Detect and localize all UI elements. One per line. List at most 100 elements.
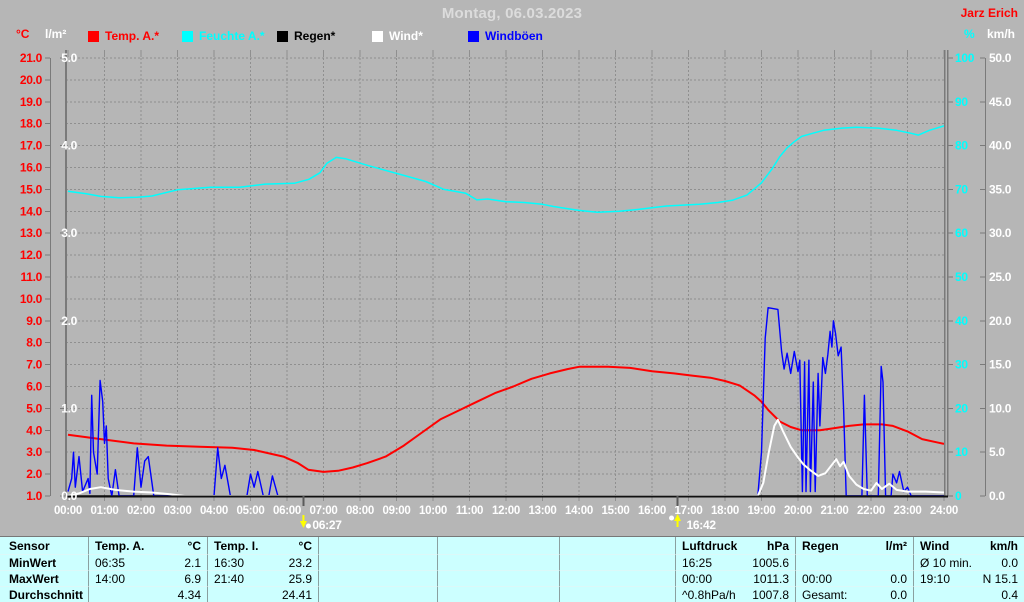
svg-text:20:00: 20:00 [784,505,812,517]
table-cell: 4.34 [88,587,207,602]
svg-text:11.0: 11.0 [21,270,43,284]
svg-text:3.0: 3.0 [26,445,42,459]
series-temp [67,365,945,473]
svg-text:50.0: 50.0 [989,51,1012,65]
svg-text:1.0: 1.0 [26,489,42,503]
svg-text:15.0: 15.0 [989,358,1012,372]
svg-text:5.0: 5.0 [61,51,77,65]
svg-text:30: 30 [955,358,968,372]
table-cell [318,587,437,602]
table-row-label: MinWert [0,555,88,571]
svg-text:2.0: 2.0 [26,467,42,481]
svg-text:100: 100 [955,51,975,65]
svg-text:12:00: 12:00 [492,505,520,517]
svg-text:10:00: 10:00 [419,505,447,517]
svg-text:18.0: 18.0 [20,117,43,131]
svg-text:40.0: 40.0 [989,139,1012,153]
svg-text:35.0: 35.0 [989,182,1012,196]
svg-text:20: 20 [955,401,968,415]
table-cell [559,587,675,602]
svg-text:20.0: 20.0 [20,73,43,87]
svg-text:18:00: 18:00 [711,505,739,517]
table-cell [318,571,437,587]
svg-text:05:00: 05:00 [237,505,265,517]
legend-swatch-wind-icon [372,30,383,42]
table-cell: 00:00 1011.3 [675,571,795,587]
svg-text:15.0: 15.0 [20,182,43,196]
svg-text:21.0: 21.0 [20,51,43,65]
series-humidity [67,125,945,213]
svg-text:4.0: 4.0 [26,423,42,437]
svg-text:60: 60 [955,226,968,240]
table-cell [559,571,675,587]
svg-text:09:00: 09:00 [383,505,411,517]
svg-text:80: 80 [955,139,968,153]
svg-text:17.0: 17.0 [20,139,43,153]
svg-text:19:00: 19:00 [748,505,776,517]
svg-text:12.0: 12.0 [20,248,43,262]
legend-label: Regen* [294,29,336,43]
svg-text:16:00: 16:00 [638,505,666,517]
legend-label: Windböen [485,29,543,43]
table-cell: 21:40 25.9 [207,571,318,587]
svg-text:40: 40 [955,314,968,328]
svg-text:9.0: 9.0 [26,314,42,328]
table-cell: 14:00 6.9 [88,571,207,587]
svg-text:0: 0 [955,489,962,503]
legend-swatch-windboeen-icon [468,30,479,42]
svg-text:90: 90 [955,95,968,109]
weather-chart: 21.0 20.0 19.0 18.0 17.0 16.0 15.0 14.0 13.0 12.0… [20,50,1012,532]
table-cell: Ø 10 min. 0.0 [913,555,1024,571]
svg-text:10: 10 [955,445,968,459]
stats-table: Sensor Temp. A. °C Temp. I. °C Luftdruck hPa Re… [0,536,1024,602]
axis-unit-rain: l/m² [45,27,67,41]
table-col-header: Regen l/m² [795,537,913,555]
svg-text:4.0: 4.0 [61,139,77,153]
svg-text:15:00: 15:00 [602,505,630,517]
svg-text:0.0: 0.0 [61,489,77,503]
sunset-marker [669,514,682,527]
svg-text:10.0: 10.0 [989,401,1012,415]
table-col-header: Luftdruck hPa [675,537,795,555]
legend-label: Wind* [389,29,423,43]
svg-text:01:00: 01:00 [91,505,119,517]
table-cell: 24.41 [207,587,318,602]
svg-text:04:00: 04:00 [200,505,228,517]
table-row-label: Durchschnitt [9,588,84,602]
sunrise-marker [299,515,311,529]
table-col-header [318,537,437,555]
svg-text:16.0: 16.0 [20,161,43,175]
legend-swatch-feuchte-a-icon [182,30,193,42]
svg-text:30.0: 30.0 [989,226,1012,240]
legend-item-temp-a: Temp. A.* [88,29,159,43]
table-cell: 06:35 2.1 [88,555,207,571]
svg-text:3.0: 3.0 [61,226,77,240]
series-wind [67,418,945,497]
svg-text:16:42: 16:42 [687,518,717,532]
svg-text:14.0: 14.0 [20,204,43,218]
svg-text:07:00: 07:00 [310,505,338,517]
svg-text:03:00: 03:00 [164,505,192,517]
legend-swatch-temp-a-icon [88,30,99,42]
axis-unit-temp: °C [16,27,30,41]
legend-item-windboeen: Windböen [468,29,543,43]
table-cell [559,555,675,571]
svg-text:06:00: 06:00 [273,505,301,517]
table-cell: 19:10 N 15.1 [913,571,1024,587]
svg-text:20.0: 20.0 [989,314,1012,328]
svg-text:13.0: 13.0 [20,226,43,240]
legend-item-regen: Regen* [277,29,335,43]
svg-text:8.0: 8.0 [26,336,42,350]
svg-text:06:27: 06:27 [312,518,342,532]
svg-text:45.0: 45.0 [989,95,1012,109]
station-name: Jarz Erich [960,6,1018,20]
table-col-header: Temp. A. °C [88,537,207,555]
table-col-header: Wind km/h [913,537,1024,555]
table-cell [437,555,559,571]
svg-text:24:00: 24:00 [930,505,958,517]
svg-text:17:00: 17:00 [675,505,703,517]
table-col-header: Temp. I. °C [207,537,318,555]
table-row-label: MaxWert [0,571,88,587]
svg-text:13:00: 13:00 [529,505,557,517]
table-cell: 0.4 [913,587,1024,602]
